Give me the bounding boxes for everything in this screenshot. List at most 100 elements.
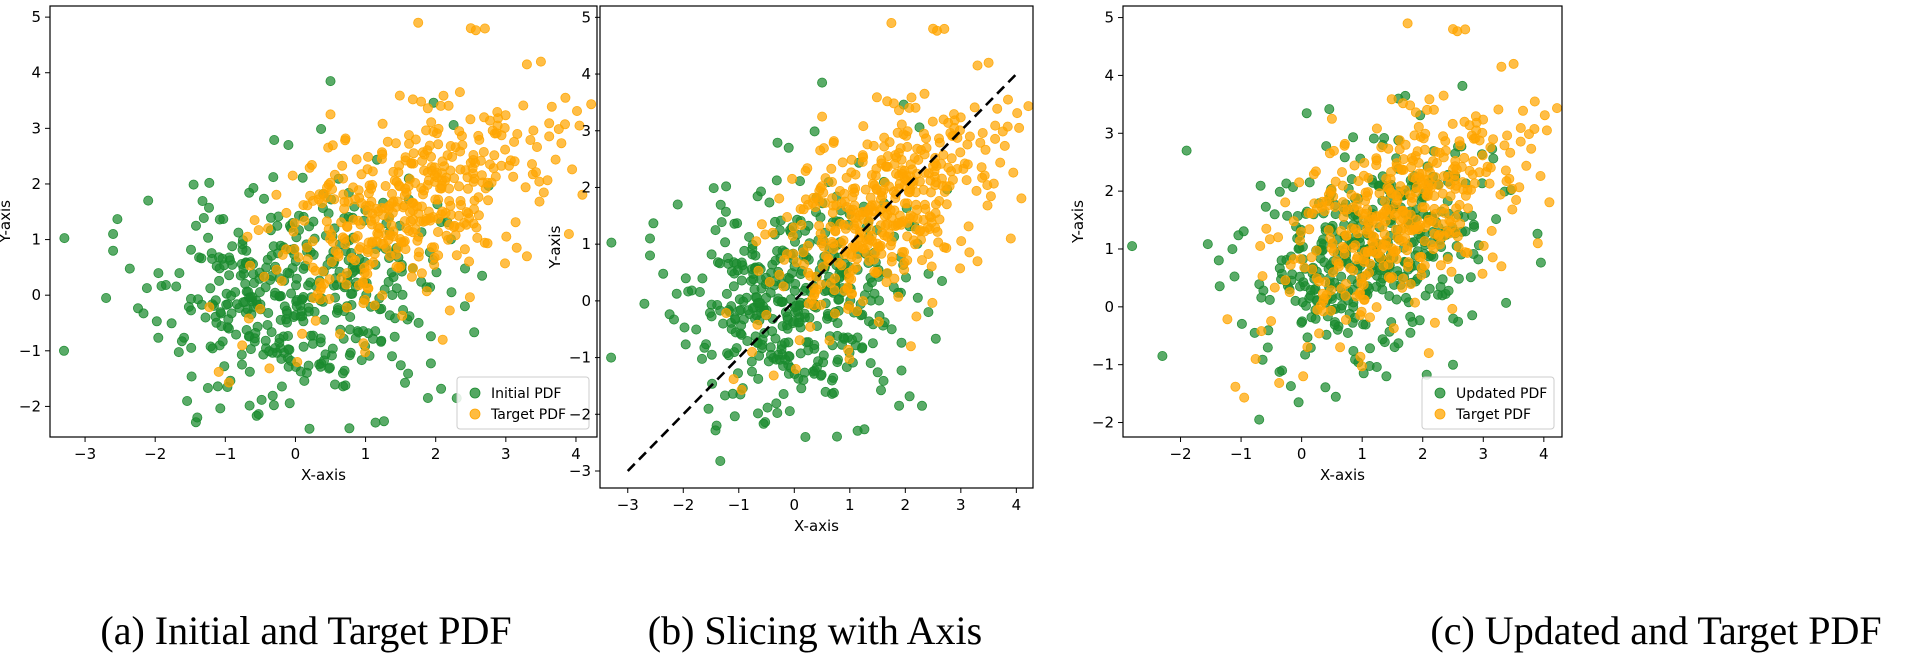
green-point bbox=[215, 307, 226, 318]
orange-point bbox=[259, 271, 270, 282]
orange-point bbox=[889, 205, 900, 216]
orange-point bbox=[473, 210, 484, 221]
green-point bbox=[1532, 228, 1543, 239]
orange-point bbox=[399, 200, 410, 211]
green-point bbox=[731, 258, 742, 269]
legend-marker bbox=[469, 408, 481, 420]
y-tick-label: 5 bbox=[1104, 9, 1114, 27]
orange-point bbox=[938, 149, 949, 160]
orange-point bbox=[462, 172, 473, 183]
orange-point bbox=[475, 155, 486, 166]
green-point bbox=[245, 292, 256, 303]
y-tick-label: 4 bbox=[581, 65, 591, 83]
orange-point bbox=[334, 328, 345, 339]
orange-point bbox=[959, 158, 970, 169]
green-point bbox=[378, 416, 389, 427]
green-point bbox=[1368, 133, 1379, 144]
green-point bbox=[1448, 313, 1459, 324]
orange-point bbox=[761, 309, 772, 320]
orange-point bbox=[397, 310, 408, 321]
green-point bbox=[1453, 273, 1464, 284]
y-tick-label: 5 bbox=[31, 8, 41, 26]
orange-point bbox=[928, 23, 939, 34]
green-point bbox=[308, 216, 319, 227]
green-point bbox=[747, 249, 758, 260]
orange-point bbox=[767, 227, 778, 238]
y-tick-label: 4 bbox=[1104, 66, 1114, 84]
green-point bbox=[282, 330, 293, 341]
x-axis-label: X-axis bbox=[301, 466, 346, 484]
green-point bbox=[215, 403, 226, 414]
green-point bbox=[1365, 343, 1376, 354]
orange-point bbox=[482, 238, 493, 249]
orange-point bbox=[1505, 147, 1516, 158]
orange-point bbox=[1403, 261, 1414, 272]
orange-point bbox=[1280, 275, 1291, 286]
green-point bbox=[904, 391, 915, 402]
orange-point bbox=[336, 272, 347, 283]
orange-point bbox=[521, 59, 532, 70]
orange-point bbox=[511, 242, 522, 253]
orange-point bbox=[995, 157, 1006, 168]
green-point bbox=[286, 288, 297, 299]
y-tick-label: −3 bbox=[569, 462, 591, 480]
orange-point bbox=[983, 57, 994, 68]
orange-point bbox=[387, 207, 398, 218]
orange-point bbox=[899, 264, 910, 275]
orange-point bbox=[1405, 209, 1416, 220]
legend-marker bbox=[1434, 387, 1446, 399]
orange-point bbox=[271, 264, 282, 275]
green-point bbox=[715, 199, 726, 210]
orange-point bbox=[884, 137, 895, 148]
orange-point bbox=[849, 187, 860, 198]
orange-point bbox=[982, 180, 993, 191]
green-point bbox=[679, 322, 690, 333]
orange-point bbox=[435, 183, 446, 194]
orange-point bbox=[287, 170, 298, 181]
orange-point bbox=[293, 252, 304, 263]
orange-point bbox=[1365, 312, 1376, 323]
orange-point bbox=[467, 163, 478, 174]
green-point bbox=[1262, 342, 1273, 353]
orange-point bbox=[421, 286, 432, 297]
orange-point bbox=[969, 102, 980, 113]
green-point bbox=[716, 217, 727, 228]
orange-point bbox=[1356, 306, 1367, 317]
orange-point bbox=[288, 226, 299, 237]
orange-point bbox=[869, 266, 880, 277]
green-point bbox=[205, 283, 216, 294]
orange-point bbox=[304, 162, 315, 173]
green-point bbox=[1282, 210, 1293, 221]
orange-point bbox=[972, 256, 983, 267]
y-tick-label: 2 bbox=[1104, 182, 1114, 200]
orange-point bbox=[764, 276, 775, 287]
orange-point bbox=[941, 199, 952, 210]
orange-point bbox=[1362, 191, 1373, 202]
orange-point bbox=[1511, 194, 1522, 205]
orange-point bbox=[1445, 179, 1456, 190]
green-point bbox=[1233, 230, 1244, 241]
orange-point bbox=[835, 185, 846, 196]
orange-point bbox=[918, 184, 929, 195]
orange-point bbox=[1496, 61, 1507, 72]
orange-point bbox=[892, 127, 903, 138]
orange-point bbox=[778, 281, 789, 292]
x-tick-label: 2 bbox=[431, 445, 441, 463]
orange-point bbox=[1324, 148, 1335, 159]
green-point bbox=[298, 291, 309, 302]
orange-point bbox=[1439, 171, 1450, 182]
orange-point bbox=[923, 248, 934, 259]
green-point bbox=[752, 191, 763, 202]
orange-point bbox=[455, 164, 466, 175]
orange-point bbox=[896, 119, 907, 130]
green-point bbox=[789, 285, 800, 296]
orange-point bbox=[383, 234, 394, 245]
orange-point bbox=[1397, 282, 1408, 293]
orange-point bbox=[862, 239, 873, 250]
orange-point bbox=[886, 256, 897, 267]
green-point bbox=[1336, 271, 1347, 282]
orange-point bbox=[955, 147, 966, 158]
orange-point bbox=[442, 150, 453, 161]
orange-point bbox=[483, 195, 494, 206]
orange-point bbox=[1239, 392, 1250, 403]
